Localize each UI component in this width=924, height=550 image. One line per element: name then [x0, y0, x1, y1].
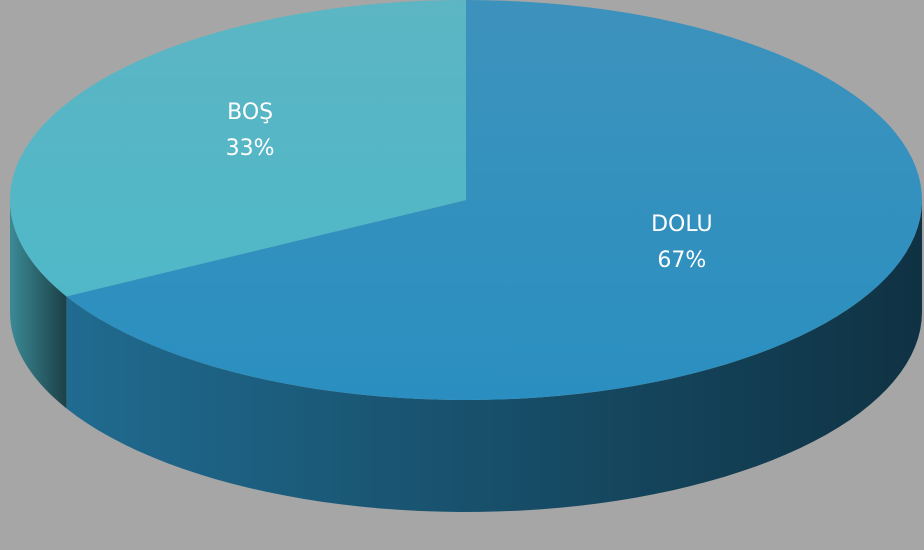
slice-label: BOŞ — [227, 100, 273, 125]
slice-label: DOLU — [651, 212, 713, 237]
slice — [66, 0, 922, 400]
slice-side — [10, 200, 67, 409]
slice — [9, 0, 467, 297]
slice-value-label: 33% — [226, 136, 275, 161]
slice-value-label: 67% — [657, 248, 706, 273]
slice-side — [66, 200, 922, 512]
